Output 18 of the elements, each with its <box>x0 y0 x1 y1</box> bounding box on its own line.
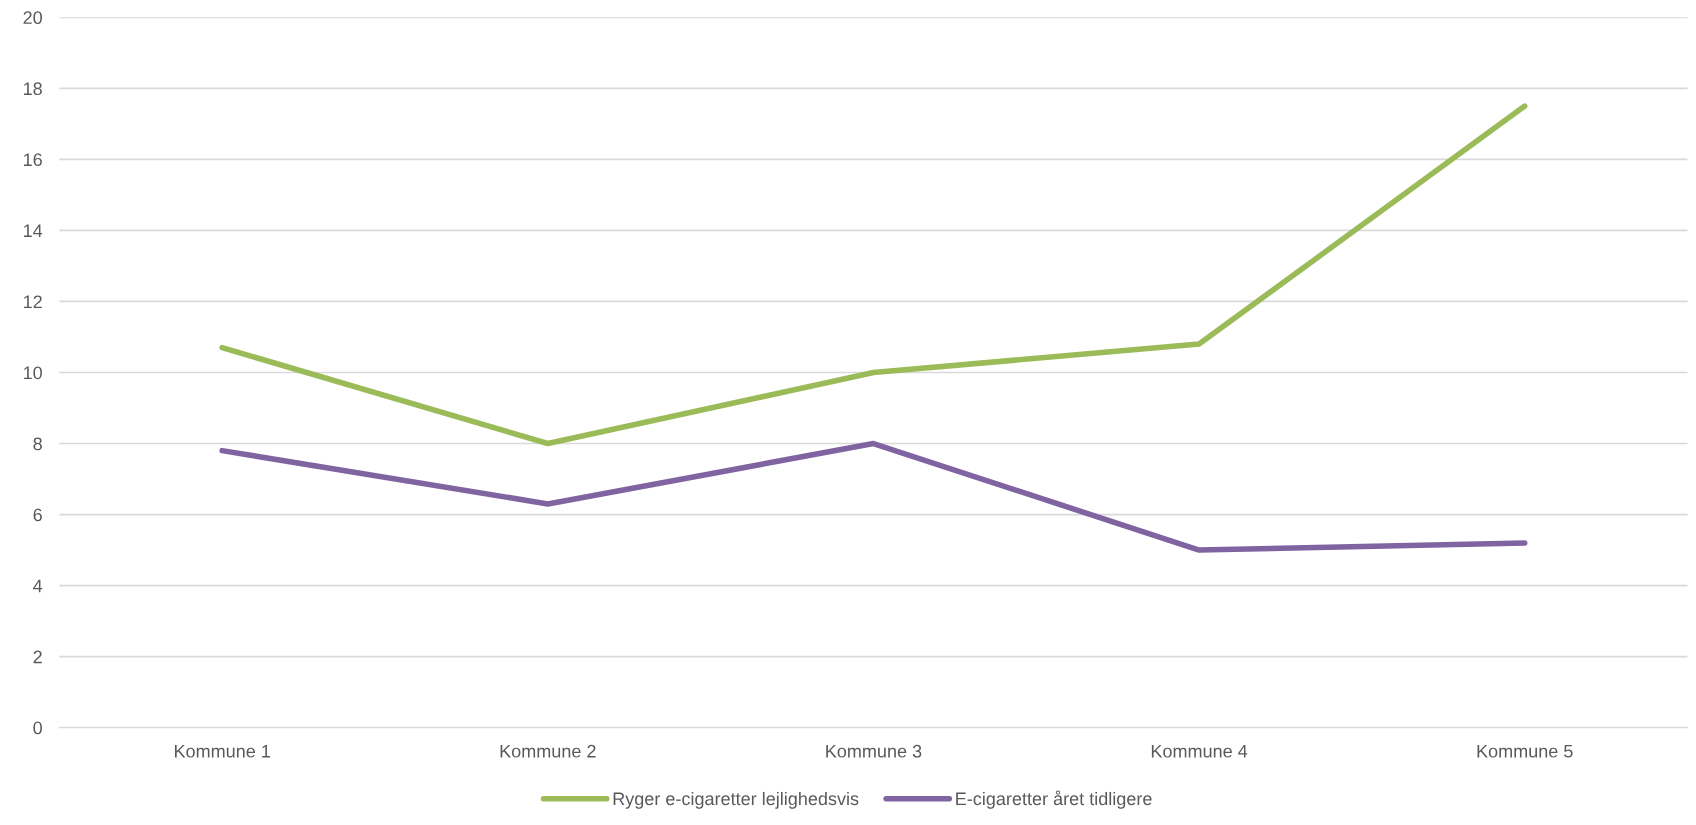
y-tick-label: 8 <box>33 437 42 451</box>
y-tick-label: 6 <box>33 508 42 522</box>
y-tick-label: 2 <box>33 650 42 664</box>
x-tick-label: Kommune 4 <box>1151 744 1248 758</box>
y-tick-label: 20 <box>23 11 42 25</box>
y-tick-label: 18 <box>23 82 42 96</box>
y-tick-label: 0 <box>33 721 42 735</box>
x-tick-label: Kommune 3 <box>826 744 922 758</box>
x-tick-label: Kommune 5 <box>1477 744 1573 758</box>
x-tick-label: Kommune 1 <box>174 744 270 758</box>
legend-label: E-cigaretter året tidligere <box>956 790 1152 809</box>
x-tick-label: Kommune 2 <box>500 744 596 758</box>
y-tick-label: 16 <box>23 153 42 167</box>
y-tick-label: 10 <box>23 366 42 380</box>
y-tick-label: 4 <box>33 579 43 593</box>
y-tick-label: 14 <box>23 224 43 237</box>
y-tick-label: 12 <box>23 295 42 308</box>
legend-label: Ryger e-cigaretter lejlighedsvis <box>613 791 859 809</box>
